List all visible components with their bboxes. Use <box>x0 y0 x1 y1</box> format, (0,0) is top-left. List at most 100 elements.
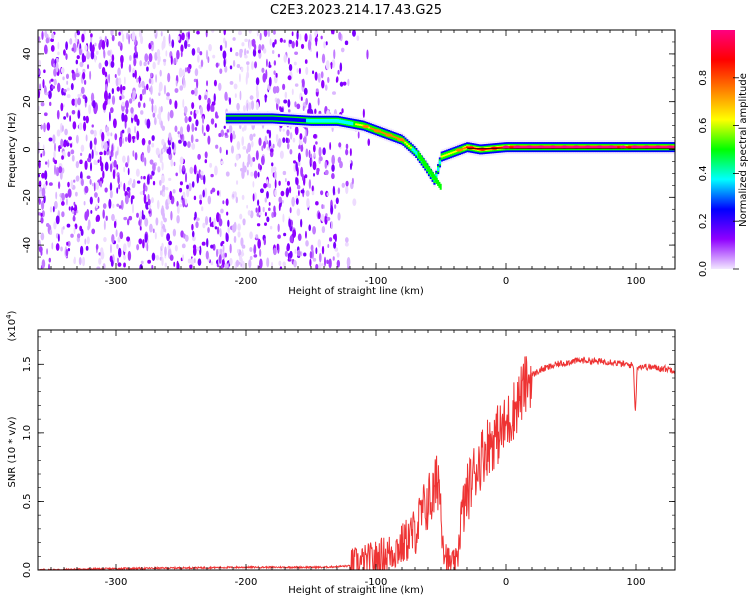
noise-blob <box>142 189 145 196</box>
noise-blob <box>152 228 155 234</box>
noise-blob <box>277 53 281 58</box>
noise-blob <box>160 220 163 227</box>
ridge-cell <box>313 119 316 123</box>
noise-blob <box>303 135 307 144</box>
noise-blob <box>74 97 78 108</box>
noise-blob <box>87 157 91 163</box>
ridge-cell <box>546 146 549 149</box>
noise-blob <box>240 257 243 265</box>
noise-blob <box>122 85 126 91</box>
noise-blob <box>57 82 61 93</box>
noise-blob <box>132 178 136 187</box>
noise-blob <box>224 132 228 136</box>
ridge-cell <box>415 151 418 155</box>
noise-blob <box>191 223 194 231</box>
noise-blob <box>286 187 290 196</box>
noise-blob <box>339 81 344 87</box>
noise-blob <box>213 93 216 103</box>
noise-blob <box>324 161 328 169</box>
noise-blob <box>63 116 67 120</box>
noise-blob <box>278 196 282 204</box>
noise-blob <box>116 164 119 170</box>
noise-blob <box>244 38 248 43</box>
noise-blob <box>229 80 234 85</box>
noise-blob <box>315 247 318 255</box>
ridge-cell <box>411 147 414 152</box>
noise-blob <box>175 80 178 87</box>
noise-blob <box>312 134 317 139</box>
noise-blob <box>140 110 144 115</box>
noise-blob <box>203 132 206 137</box>
noise-blob <box>244 48 247 57</box>
noise-blob <box>141 80 145 89</box>
ridge-hotspot <box>607 145 615 149</box>
ridge-cell <box>236 116 240 121</box>
noise-blob <box>179 85 184 91</box>
noise-blob <box>277 223 280 233</box>
noise-blob <box>295 176 298 185</box>
noise-blob <box>147 259 152 264</box>
noise-blob <box>96 266 101 269</box>
noise-blob <box>123 243 127 253</box>
noise-blob <box>152 112 156 118</box>
noise-blob <box>106 131 110 137</box>
noise-blob <box>246 50 249 54</box>
noise-blob <box>205 49 209 60</box>
noise-blob <box>294 126 299 136</box>
noise-blob <box>168 132 172 141</box>
noise-blob <box>252 193 255 202</box>
ridge-cell <box>367 126 371 129</box>
noise-blob <box>332 30 335 35</box>
noise-blob <box>49 101 52 107</box>
noise-blob <box>87 64 90 70</box>
noise-blob <box>174 100 178 110</box>
ridge-cell <box>240 116 243 121</box>
noise-blob <box>256 212 260 217</box>
ridge-cell <box>437 167 440 171</box>
noise-blob <box>146 174 150 185</box>
noise-blob <box>160 248 163 258</box>
noise-blob <box>123 166 126 173</box>
noise-blob <box>201 206 204 212</box>
noise-blob <box>187 258 192 264</box>
noise-blob <box>315 201 319 206</box>
noise-blob <box>320 35 323 40</box>
noise-blob <box>146 83 149 91</box>
noise-blob <box>66 142 70 147</box>
noise-blob <box>253 244 257 255</box>
noise-blob <box>305 97 309 106</box>
noise-blob <box>288 63 293 72</box>
noise-blob <box>109 190 113 199</box>
noise-blob <box>222 200 225 205</box>
x-tick-label: 0 <box>503 577 509 588</box>
noise-blob <box>270 148 274 153</box>
noise-blob <box>121 101 125 107</box>
noise-blob <box>40 153 43 158</box>
noise-blob <box>84 238 87 245</box>
noise-blob <box>344 237 349 243</box>
noise-blob <box>327 76 330 84</box>
noise-blob <box>160 31 163 37</box>
noise-blob <box>219 44 223 52</box>
noise-blob <box>262 206 265 213</box>
noise-blob <box>236 248 240 254</box>
noise-blob <box>263 140 266 149</box>
noise-blob <box>136 77 139 83</box>
noise-blob <box>127 167 130 176</box>
noise-blob <box>207 56 210 64</box>
noise-blob <box>224 91 228 101</box>
noise-blob <box>102 102 107 111</box>
noise-blob <box>123 182 126 192</box>
noise-blob <box>190 110 193 116</box>
noise-blob <box>84 160 88 170</box>
ridge-cell <box>256 116 260 121</box>
noise-blob <box>77 94 81 98</box>
ridge-cell <box>606 146 609 149</box>
ridge-cell <box>418 153 421 160</box>
noise-blob <box>309 33 312 43</box>
noise-blob <box>272 41 275 48</box>
noise-blob <box>219 189 221 198</box>
noise-blob <box>228 97 232 105</box>
noise-blob <box>274 189 277 197</box>
noise-blob <box>172 189 176 194</box>
